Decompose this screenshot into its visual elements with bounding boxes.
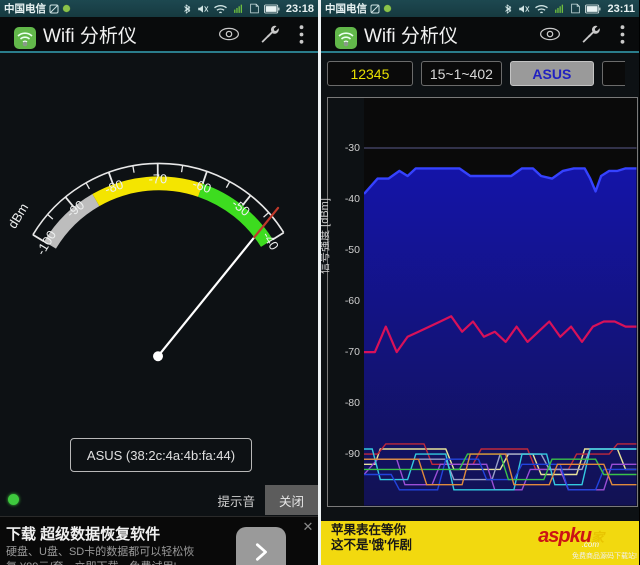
svg-text:-70: -70 — [148, 171, 167, 186]
svg-text:dBm: dBm — [5, 201, 32, 231]
